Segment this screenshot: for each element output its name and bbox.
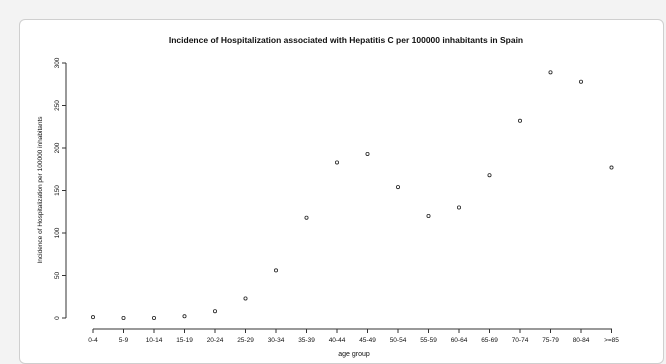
- x-tick-label: 40-44: [329, 337, 346, 344]
- x-tick-label: 80-84: [573, 337, 590, 344]
- x-tick-label: 45-49: [359, 337, 376, 344]
- data-point: [121, 315, 126, 320]
- chart-frame: [19, 19, 664, 364]
- x-tick-label: 0-4: [88, 337, 98, 344]
- data-point: [548, 70, 553, 75]
- x-tick-label: 60-64: [451, 337, 468, 344]
- data-point: [243, 296, 248, 301]
- data-point: [212, 309, 217, 314]
- data-point: [426, 213, 431, 218]
- y-axis-ticks: 0 50 100 150 200 250 300: [54, 57, 66, 320]
- data-point: [334, 160, 339, 165]
- x-tick-label: 30-34: [268, 337, 285, 344]
- y-tick-label: 100: [54, 227, 61, 238]
- x-axis-label: age group: [338, 351, 370, 358]
- data-point: [182, 314, 187, 319]
- x-tick-label: 35-39: [298, 337, 315, 344]
- chart-title: Incidence of Hospitalization associated …: [169, 35, 523, 45]
- x-tick-label: >=85: [604, 337, 619, 344]
- data-point: [365, 151, 370, 156]
- x-axis-ticks: 0-4 5-9 10-14 15-19 20-24 25-29 30-34 35-39 40-4…: [88, 329, 619, 344]
- x-tick-label: 5-9: [119, 337, 129, 344]
- data-point: [91, 315, 96, 320]
- x-tick-label: 65-69: [481, 337, 498, 344]
- data-point: [518, 118, 523, 123]
- data-point: [273, 268, 278, 273]
- x-tick-label: 15-19: [176, 337, 193, 344]
- x-tick-label: 55-59: [420, 337, 437, 344]
- x-tick-label: 25-29: [237, 337, 254, 344]
- x-tick-label: 20-24: [207, 337, 224, 344]
- x-tick-label: 50-54: [390, 337, 407, 344]
- data-points: [91, 70, 614, 320]
- y-tick-label: 0: [54, 316, 61, 320]
- data-point: [579, 79, 584, 84]
- data-point: [487, 173, 492, 178]
- y-tick-label: 250: [54, 100, 61, 111]
- x-tick-label: 75-79: [542, 337, 559, 344]
- x-tick-label: 70-74: [512, 337, 529, 344]
- y-tick-label: 150: [54, 185, 61, 196]
- data-point: [456, 205, 461, 210]
- y-axis-label: Incidence of Hospitalization per 100000 …: [37, 116, 44, 264]
- data-point: [151, 315, 156, 320]
- data-point: [609, 165, 614, 170]
- y-tick-label: 200: [54, 142, 61, 153]
- y-tick-label: 50: [54, 272, 61, 280]
- data-point: [304, 215, 309, 220]
- data-point: [395, 185, 400, 190]
- x-tick-label: 10-14: [146, 337, 163, 344]
- y-tick-label: 300: [54, 57, 61, 68]
